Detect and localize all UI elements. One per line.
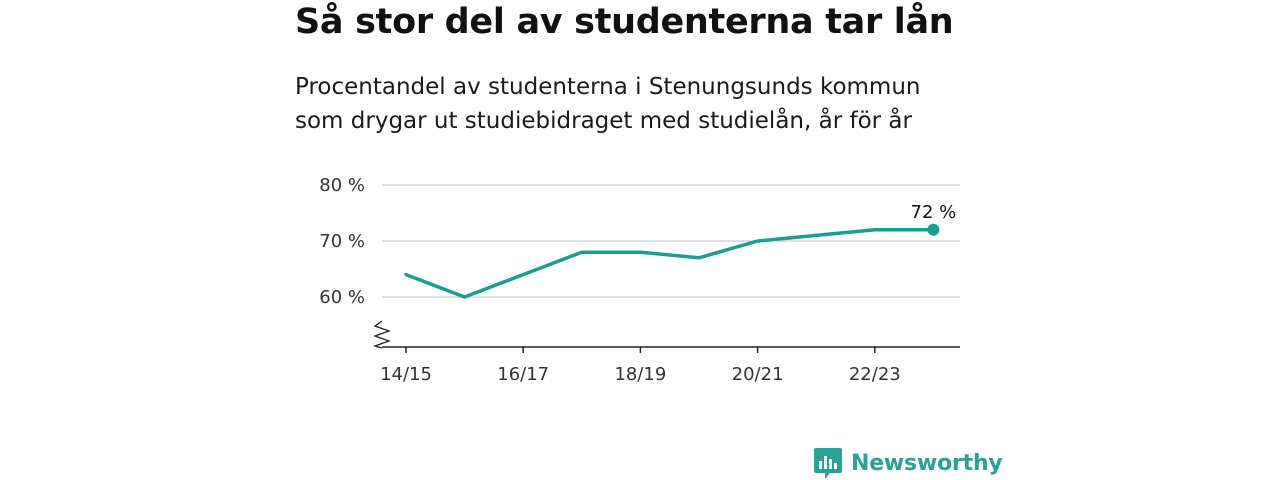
chart-subtitle: Procentandel av studenterna i Stenungsun… <box>295 70 995 138</box>
brand-logo: Newsworthy <box>813 446 1003 480</box>
last-point-marker <box>927 223 940 236</box>
x-tick-label: 18/19 <box>614 364 666 385</box>
grid-lines <box>382 184 960 298</box>
y-tick-label: 60 % <box>319 287 365 308</box>
y-tick-label: 80 % <box>319 175 365 196</box>
y-axis-tick-labels: 60 % 70 % 80 % <box>319 175 365 308</box>
subtitle-line-2: som drygar ut studiebidraget med studiel… <box>295 108 912 134</box>
series-line-0 <box>404 228 936 299</box>
last-value-label: 72 % <box>911 202 957 223</box>
x-tick-label: 14/15 <box>380 364 432 385</box>
x-tick-label: 20/21 <box>732 364 784 385</box>
chart-title: Så stor del av studenterna tar lån <box>295 2 954 42</box>
subtitle-line-1: Procentandel av studenterna i Stenungsun… <box>295 74 921 100</box>
axis-break-icon <box>372 320 391 349</box>
x-axis-tick-labels: 14/15 16/17 18/19 20/21 22/23 <box>380 364 901 385</box>
y-tick-label: 70 % <box>319 231 365 252</box>
brand-name: Newsworthy <box>851 450 1003 476</box>
series-lines <box>404 223 940 299</box>
x-tick-label: 22/23 <box>849 364 901 385</box>
newsworthy-logo-icon <box>814 448 842 479</box>
x-tick-label: 16/17 <box>497 364 549 385</box>
x-axis <box>372 320 960 353</box>
data-labels: 72 % <box>911 202 957 223</box>
